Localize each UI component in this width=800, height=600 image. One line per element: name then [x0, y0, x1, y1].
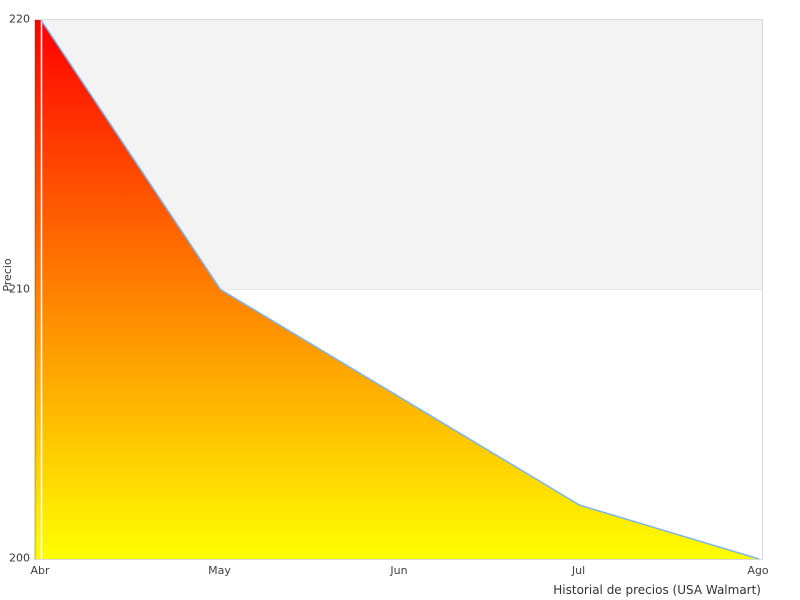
x-tick-label-jun: Jun [390, 564, 408, 577]
y-tick-label-210: 210 [9, 282, 30, 295]
area-chart-canvas [35, 20, 760, 559]
price-line [40, 20, 760, 559]
x-tick-label-may: May [208, 564, 231, 577]
x-tick-label-abr: Abr [30, 564, 50, 577]
y-tick-label-220: 220 [9, 12, 30, 26]
x-tick-label-jul: Jul [571, 564, 586, 577]
x-axis-title: Historial de precios (USA Walmart) [553, 583, 761, 597]
plot-area [34, 19, 763, 560]
x-tick-label-ago: Ago [747, 564, 769, 577]
y-tick-label-200: 200 [9, 551, 30, 565]
plot-left-edge-line [35, 20, 37, 559]
area-series-fill [35, 20, 759, 559]
